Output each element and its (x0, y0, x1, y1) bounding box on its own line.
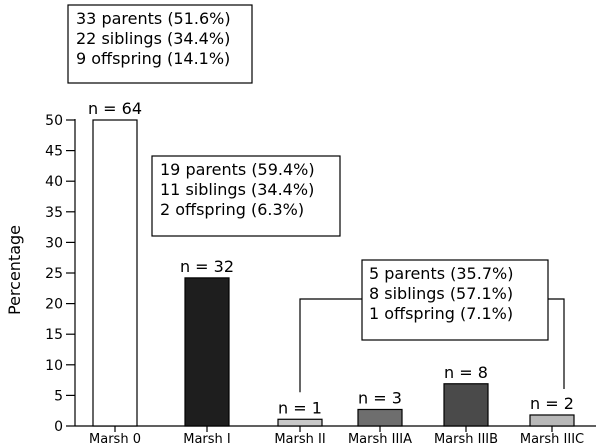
bar-marsh-iiib (443, 383, 489, 427)
x-tick-label: Marsh IIIB (434, 432, 498, 447)
y-tick-label: 15 (45, 327, 63, 343)
annotation-bracket-left (299, 298, 362, 393)
x-tick-label: Marsh I (183, 432, 231, 447)
n-label: n = 2 (530, 394, 574, 413)
labels: n = 64 Marsh 0 n = 32 Marsh I n = 1 Marsh II n… (88, 99, 584, 447)
bar-marsh-iiia (357, 408, 403, 427)
y-tick-label: 45 (45, 144, 63, 160)
x-tick-label: Marsh IIIC (520, 432, 584, 447)
x-tick-label: Marsh IIIA (348, 432, 412, 447)
axes: 0 5 10 15 20 25 30 35 40 45 50 (45, 113, 596, 435)
x-tick-label: Marsh II (274, 432, 325, 447)
annotations: 33 parents (51.6%)22 siblings (34.4%)9 o… (67, 4, 565, 393)
annotation-line: 11 siblings (34.4%) (160, 180, 314, 199)
y-tick-label: 10 (45, 358, 63, 374)
annotation-line: 33 parents (51.6%) (76, 9, 231, 28)
y-tick-label: 30 (45, 235, 63, 251)
y-tick-label: 35 (45, 205, 63, 221)
annotation-line: 5 parents (35.7%) (369, 264, 513, 283)
x-tick-label: Marsh 0 (89, 432, 141, 447)
annotation-line: 8 siblings (57.1%) (369, 284, 513, 303)
y-tick-label: 20 (45, 297, 63, 313)
y-tick-label: 50 (45, 113, 63, 129)
annotation-line: 2 offspring (6.3%) (160, 200, 304, 219)
y-axis-label: Percentage (5, 225, 24, 315)
annotation-line: 1 offspring (7.1%) (369, 304, 513, 323)
annotation-line: 19 parents (59.4%) (160, 160, 315, 179)
bar-marsh-i (184, 277, 230, 427)
y-tick-label: 25 (45, 266, 63, 282)
annotation-line: 22 siblings (34.4%) (76, 29, 230, 48)
annotation-box (151, 155, 341, 237)
y-tick-label: 5 (54, 388, 63, 404)
bar-marsh-ii (277, 418, 323, 427)
annotation-line: 9 offspring (14.1%) (76, 49, 230, 68)
bars (92, 119, 575, 427)
n-label: n = 32 (180, 257, 234, 276)
y-tick-label: 40 (45, 174, 63, 190)
annotation-box (361, 259, 549, 341)
n-label: n = 8 (444, 363, 488, 382)
annotation-bracket-right (548, 298, 565, 389)
n-label: n = 64 (88, 99, 142, 118)
bar-marsh-iiic (529, 414, 575, 427)
y-tick-label: 0 (54, 419, 63, 435)
n-label: n = 1 (278, 398, 322, 417)
annotation-box (67, 4, 253, 84)
n-label: n = 3 (358, 388, 402, 407)
bar-marsh-0 (92, 119, 138, 427)
